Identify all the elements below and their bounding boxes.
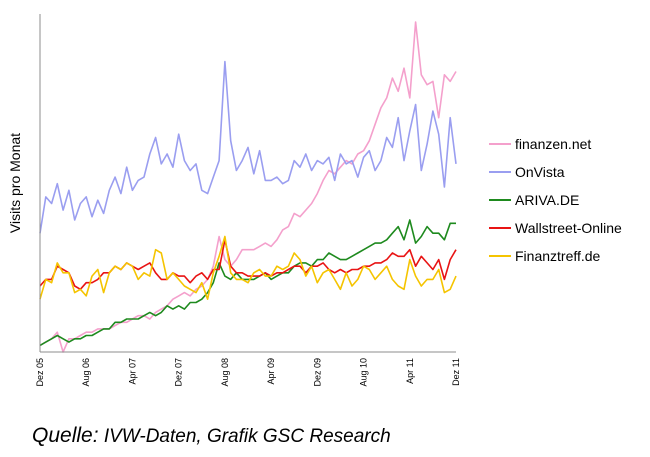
line-chart: Dez 05 Aug 06 Apr 07 Dez 07 Aug 08 Apr 09 Dez … — [7, 14, 622, 387]
series-line-onvista — [39, 60, 457, 234]
x-tick-label: Apr 09 — [266, 358, 276, 385]
x-tick-label: Apr 07 — [127, 358, 137, 385]
y-axis-label: Visits pro Monat — [7, 133, 23, 233]
legend-label: OnVista — [515, 164, 565, 180]
series-line-finanzen-net — [39, 21, 457, 353]
series-line-ariva-de — [39, 219, 456, 347]
x-tick-label: Aug 10 — [359, 358, 369, 387]
legend-label: Finanztreff.de — [515, 248, 601, 264]
plot-lines — [39, 21, 457, 353]
series-line-finanztreff-de — [39, 235, 457, 301]
x-tick-label: Dez 11 — [451, 358, 461, 386]
x-ticks: Dez 05 Aug 06 Apr 07 Dez 07 Aug 08 Apr 09 Dez … — [35, 358, 461, 387]
legend-label: Wallstreet-Online — [515, 220, 622, 236]
source-text: IVW-Daten, Grafik GSC Research — [98, 426, 391, 447]
legend-label: finanzen.net — [515, 136, 591, 152]
source-caption: Quelle: IVW-Daten, Grafik GSC Research — [32, 424, 391, 448]
x-tick-label: Aug 08 — [220, 358, 230, 387]
x-tick-label: Dez 07 — [174, 358, 184, 387]
x-tick-label: Apr 11 — [405, 358, 415, 384]
legend-label: ARIVA.DE — [515, 192, 579, 208]
x-tick-label: Dez 05 — [35, 358, 45, 387]
x-tick-label: Aug 06 — [81, 358, 91, 387]
legend: finanzen.net OnVista ARIVA.DE Wallstreet-On… — [489, 136, 622, 264]
x-tick-label: Dez 09 — [312, 358, 322, 387]
source-prefix: Quelle: — [32, 424, 99, 447]
